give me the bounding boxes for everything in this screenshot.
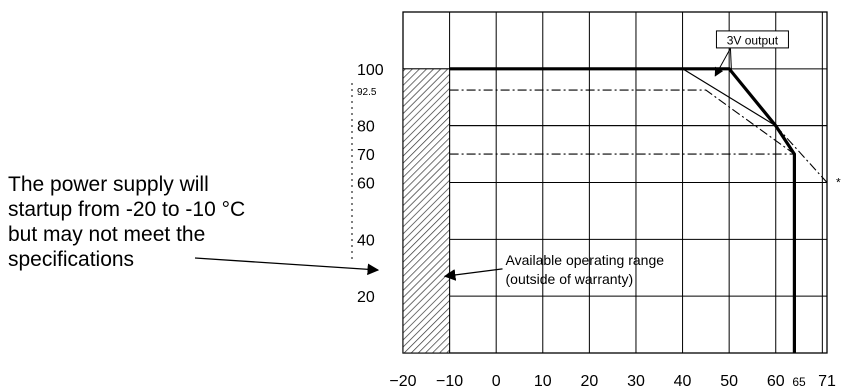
y-tick-label: 40 <box>357 232 375 249</box>
x-tick-label: 71 <box>818 373 836 390</box>
startup-note: The power supply will startup from -20 t… <box>8 172 338 272</box>
y-tick-label: 80 <box>357 119 375 136</box>
y-tick-label: 70 <box>357 147 375 164</box>
leader-3v-output <box>729 48 732 72</box>
x-tick-label: 10 <box>534 373 552 390</box>
startup-note-line: specifications <box>8 248 135 271</box>
startup-note-line: The power supply will <box>8 173 209 196</box>
series-line-2 <box>449 89 795 155</box>
y-tick-label: 60 <box>357 176 375 193</box>
arrow-startup-note <box>194 257 380 276</box>
x-tick-label: 60 <box>767 373 785 390</box>
x-tick-label: 50 <box>720 373 738 390</box>
label-box-3v-output <box>715 30 789 49</box>
x-tick-label: 0 <box>492 373 501 390</box>
y-tick-label: 92.5 <box>357 87 377 98</box>
x-tick-label: 30 <box>627 373 645 390</box>
startup-note-line: startup from -20 to -10 °C <box>8 198 246 221</box>
annotation-asterisk: * <box>836 176 841 190</box>
annotation-3v-output: 3V output <box>727 33 779 47</box>
x-tick-label: 20 <box>580 373 598 390</box>
series-line-4 <box>775 125 828 183</box>
y-tick-label: 100 <box>357 62 384 79</box>
series-line-0 <box>449 67 797 353</box>
arrow-operating-range <box>443 268 503 281</box>
x-tick-label: 40 <box>674 373 692 390</box>
x-tick-label: 65 <box>792 375 806 389</box>
leader-3v-output <box>714 48 731 77</box>
y-tick-label: 20 <box>357 289 375 306</box>
startup-note-line: but may not meet the <box>8 223 206 246</box>
annotation-warranty: (outside of warranty) <box>506 271 634 287</box>
hatched-region <box>402 68 451 354</box>
series-line-1 <box>682 68 777 127</box>
x-tick-label: −10 <box>436 373 463 390</box>
annotation-operating-range: Available operating range <box>506 252 665 268</box>
x-tick-label: −20 <box>389 373 416 390</box>
